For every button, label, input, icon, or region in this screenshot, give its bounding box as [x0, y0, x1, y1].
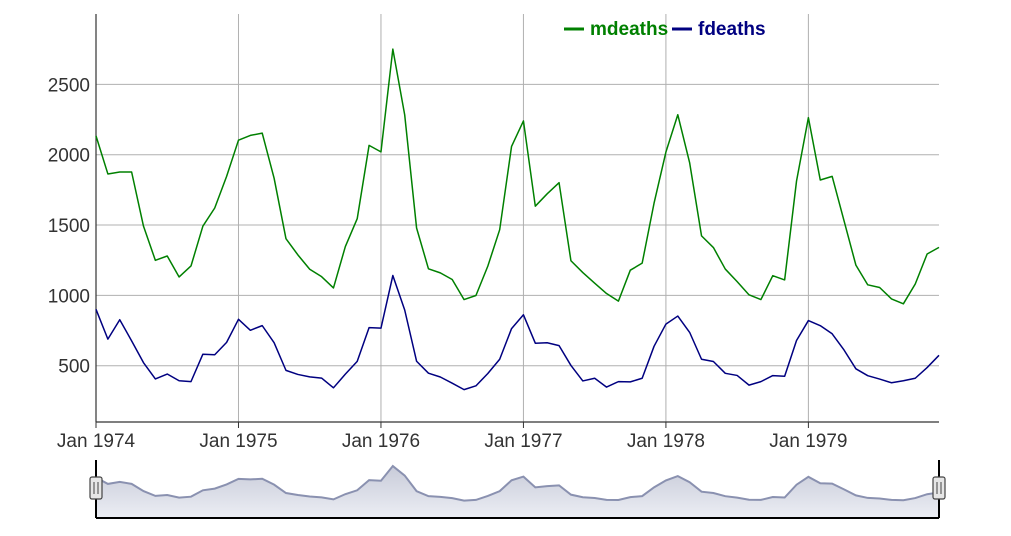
- range-line: [95, 464, 940, 502]
- y-tick-label: 500: [58, 357, 90, 378]
- x-tick-label: Jan 1975: [199, 431, 277, 452]
- y-tick-label: 2500: [48, 75, 90, 96]
- x-tick-label: Jan 1976: [342, 431, 420, 452]
- legend-label-mdeaths: mdeaths: [590, 19, 668, 40]
- x-tick-label: Jan 1977: [484, 431, 562, 452]
- axes: 500 1000 1500 2000 2500 Jan 1974 Jan 1975 Jan 1…: [48, 14, 939, 452]
- range-selector[interactable]: [89, 460, 946, 519]
- legend: mdeaths fdeaths: [564, 19, 766, 40]
- range-handle-right[interactable]: [932, 476, 946, 500]
- range-area: [96, 466, 939, 518]
- legend-label-fdeaths: fdeaths: [698, 19, 766, 40]
- series-line-fdeaths: [95, 274, 940, 391]
- x-tick-label: Jan 1979: [769, 431, 847, 452]
- gridlines: [96, 14, 939, 422]
- y-tick-label: 2000: [48, 146, 90, 167]
- series-lines: [95, 48, 940, 391]
- y-tick-label: 1500: [48, 216, 90, 237]
- x-tick-label: Jan 1974: [57, 431, 136, 452]
- series-line-mdeaths: [95, 48, 940, 305]
- x-tick-label: Jan 1978: [627, 431, 705, 452]
- y-tick-label: 1000: [48, 286, 90, 307]
- range-handle-left[interactable]: [89, 476, 103, 500]
